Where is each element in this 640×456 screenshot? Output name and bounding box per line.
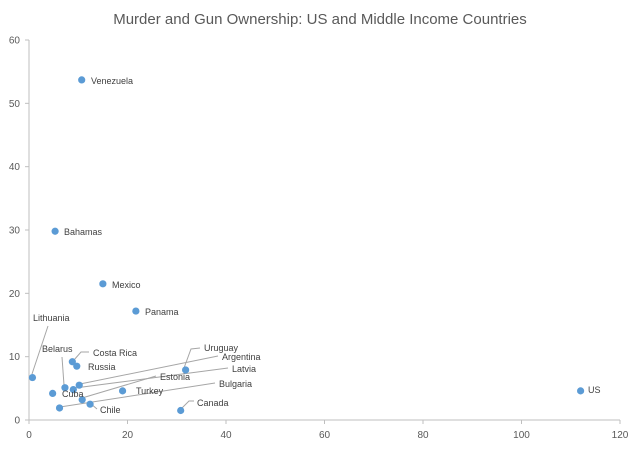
point-label-us: US <box>588 385 601 395</box>
y-tick-label: 30 <box>9 226 21 237</box>
x-tick-label: 40 <box>220 430 232 441</box>
data-point-chile <box>86 400 94 408</box>
leader-line-latvia <box>74 367 229 389</box>
point-label-latvia: Latvia <box>232 364 256 374</box>
leader-line-argentina <box>79 355 219 385</box>
x-tick-label: 120 <box>612 430 629 441</box>
data-point-estonia <box>78 396 86 404</box>
data-point-latvia <box>69 386 77 394</box>
data-point-belarus <box>61 384 69 392</box>
data-point-canada <box>177 406 185 415</box>
data-point-panama <box>132 307 140 315</box>
point-label-mexico: Mexico <box>112 280 141 290</box>
point-labels: Venezuela Bahamas Mexico Panama Lithuania Bel… <box>33 76 601 415</box>
point-label-panama: Panama <box>145 307 179 317</box>
data-points <box>28 76 585 415</box>
leader-line-estonia <box>81 375 157 399</box>
data-point-bahamas <box>51 227 59 235</box>
leader-line-costa-rica <box>73 351 89 361</box>
point-label-uruguay: Uruguay <box>204 343 239 353</box>
point-label-bulgaria: Bulgaria <box>219 379 252 389</box>
y-tick-label: 20 <box>9 289 21 300</box>
leader-line-uruguay <box>183 347 201 369</box>
point-label-argentina: Argentina <box>222 352 261 362</box>
data-point-venezuela <box>78 76 86 84</box>
point-label-turkey: Turkey <box>136 386 164 396</box>
point-label-chile: Chile <box>100 405 121 415</box>
point-label-lithuania: Lithuania <box>33 313 70 323</box>
point-label-estonia: Estonia <box>160 372 190 382</box>
data-point-turkey <box>118 387 127 395</box>
point-label-bahamas: Bahamas <box>64 227 103 237</box>
point-label-canada: Canada <box>197 398 229 408</box>
x-tick-label: 20 <box>122 430 134 441</box>
data-point-lithuania <box>28 373 37 382</box>
y-tick-label: 50 <box>9 99 21 110</box>
data-point-argentina <box>75 381 83 389</box>
chart-title: Murder and Gun Ownership: US and Middle … <box>113 11 527 28</box>
axes <box>25 39 621 424</box>
data-point-cuba <box>49 389 57 397</box>
x-tick-label: 0 <box>26 430 32 441</box>
y-tick-label: 0 <box>14 416 20 427</box>
point-label-venezuela: Venezuela <box>91 76 133 86</box>
leader-line-canada <box>181 400 194 409</box>
data-point-bulgaria <box>55 404 64 412</box>
x-tick-label: 60 <box>319 430 331 441</box>
leader-lines <box>31 325 229 410</box>
data-point-uruguay <box>182 366 190 374</box>
y-tick-label: 60 <box>9 36 21 47</box>
point-label-cuba: Cuba <box>62 389 84 399</box>
data-point-russia <box>73 362 81 370</box>
leader-line-bulgaria <box>59 382 216 408</box>
point-label-costa-rica: Costa Rica <box>93 348 137 358</box>
data-point-mexico <box>99 280 107 288</box>
y-tick-label: 10 <box>9 352 21 363</box>
point-label-belarus: Belarus <box>42 344 73 354</box>
data-point-costa-rica <box>68 358 76 366</box>
tick-labels: 0 20 40 60 80 100 120 0 10 20 30 40 50 60 <box>9 36 629 442</box>
x-tick-label: 100 <box>513 430 530 441</box>
x-tick-label: 80 <box>417 430 429 441</box>
leader-line-lithuania <box>31 325 49 375</box>
point-label-russia: Russia <box>88 362 116 372</box>
data-point-us <box>577 387 585 395</box>
leader-line-belarus <box>61 356 65 386</box>
y-tick-label: 40 <box>9 162 21 173</box>
